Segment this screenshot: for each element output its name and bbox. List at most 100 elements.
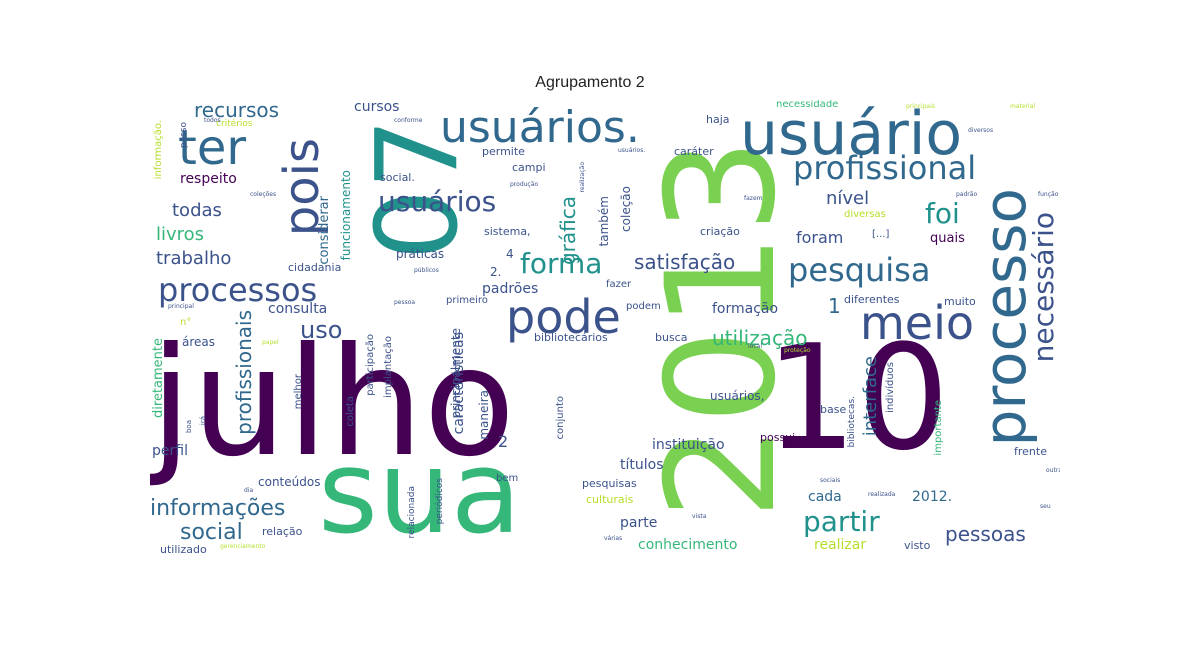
cloud-word: importante <box>933 400 944 456</box>
cloud-word: gerenciamento <box>220 543 266 550</box>
cloud-word: primeiro <box>446 295 488 306</box>
cloud-word: necessário <box>1027 212 1060 363</box>
cloud-word: informação. <box>153 120 164 180</box>
cloud-word: parte <box>620 515 658 531</box>
cloud-word: permite <box>482 145 525 158</box>
cloud-word: local <box>748 343 762 350</box>
cloud-word: considerar <box>317 196 332 265</box>
cloud-word: profissional <box>793 149 977 187</box>
cloud-word: uso <box>300 316 343 344</box>
cloud-word: cursos <box>354 100 400 115</box>
cloud-word: social. <box>380 171 415 184</box>
cloud-word: função <box>1038 191 1059 198</box>
cloud-word: sua <box>318 426 522 560</box>
cloud-word: cidadania <box>288 261 342 274</box>
cloud-word: realizar <box>814 537 867 553</box>
cloud-word: relação <box>262 525 303 538</box>
cloud-word: quais <box>930 231 965 246</box>
cloud-word: 2 <box>498 432 509 451</box>
cloud-word: participação <box>365 334 376 396</box>
cloud-word: critérios <box>216 119 253 129</box>
cloud-word: todos <box>204 117 221 124</box>
cloud-word: [...] <box>872 229 890 240</box>
cloud-word: sistema, <box>484 225 531 238</box>
cloud-word: periódicos <box>435 478 445 525</box>
cloud-word: conhecimento <box>638 537 738 553</box>
cloud-word: papel <box>262 339 279 346</box>
cloud-word: trabalho <box>156 248 232 269</box>
cloud-word: informações <box>150 496 286 521</box>
cloud-word: foi <box>925 197 960 230</box>
cloud-word: sociais <box>820 477 841 484</box>
cloud-word: n° <box>180 317 192 328</box>
cloud-word: livros <box>156 224 205 245</box>
cloud-word: muito <box>944 295 976 308</box>
cloud-word: campi <box>512 161 546 174</box>
cloud-word: coleta <box>345 396 356 427</box>
cloud-word: coleção <box>619 186 633 232</box>
cloud-word: diretamente <box>151 338 166 418</box>
cloud-word: pode <box>506 290 621 344</box>
cloud-word: fazer <box>606 279 632 290</box>
cloud-word: criação <box>700 225 740 238</box>
cloud-word: haja <box>706 113 730 126</box>
cloud-word: processo <box>971 188 1039 447</box>
cloud-word: diferentes <box>844 293 900 306</box>
cloud-word: gráfica <box>556 196 580 266</box>
cloud-word: nível <box>826 188 870 209</box>
cloud-word: satisfação <box>634 250 736 274</box>
cloud-word: forma <box>520 247 603 280</box>
cloud-word: perfil <box>152 443 188 459</box>
cloud-word: coleções <box>250 191 277 198</box>
cloud-word: cada <box>808 489 842 505</box>
cloud-word: realização <box>579 162 586 193</box>
cloud-word: bibliotecas. <box>847 396 857 448</box>
cloud-word: boa <box>185 420 193 434</box>
cloud-word: interface <box>860 356 881 437</box>
cloud-word: todas <box>172 200 222 221</box>
cloud-word: relacionada <box>407 486 417 539</box>
chart-title: Agrupamento 2 <box>535 74 645 91</box>
cloud-word: caráter <box>674 145 714 158</box>
cloud-word: recursos <box>194 100 280 122</box>
cloud-word: pesquisas <box>582 477 637 490</box>
cloud-word: conteúdos <box>258 475 321 489</box>
cloud-word: 1 <box>828 294 841 318</box>
cloud-word: diversos <box>968 127 994 134</box>
cloud-word: irá <box>199 416 207 426</box>
cloud-word: busca <box>655 331 688 344</box>
cloud-word: social <box>180 520 243 545</box>
cloud-word: podem <box>626 301 661 312</box>
cloud-word: realizada <box>868 491 896 498</box>
cloud-word: funcionamento <box>339 170 353 261</box>
cloud-word: usuário <box>740 100 963 169</box>
cloud-word: 2. <box>490 265 502 279</box>
cloud-word: utilizado <box>160 543 207 556</box>
cloud-word: públicos <box>414 267 439 274</box>
cloud-word: base <box>820 403 847 416</box>
cloud-word: passo <box>179 122 189 149</box>
cloud-word: visto <box>904 539 931 552</box>
cloud-word: usuários. <box>440 102 640 153</box>
cloud-word: 4 <box>506 247 514 261</box>
cloud-word: necessidade <box>776 100 839 110</box>
cloud-word: ter <box>178 120 247 176</box>
cloud-word: indivíduos <box>885 362 896 413</box>
cloud-word: frente <box>1014 445 1047 458</box>
cloud-word: usuários <box>378 185 497 218</box>
cloud-word: títulos <box>620 457 664 473</box>
cloud-word: proteção <box>784 347 811 354</box>
cloud-word: implantação <box>383 336 394 398</box>
cloud-word: bem <box>496 473 519 484</box>
cloud-word: dia <box>244 487 254 494</box>
cloud-word: produção <box>510 181 539 188</box>
cloud-word: 10 <box>765 314 950 483</box>
cloud-word: respeito <box>180 171 237 187</box>
cloud-word: conforme <box>394 117 423 124</box>
cloud-word: áreas <box>182 335 216 349</box>
cloud-word: culturais <box>586 493 634 506</box>
cloud-word: principal <box>168 303 194 310</box>
cloud-word: material <box>1010 103 1036 110</box>
cloud-word: foram <box>796 228 844 247</box>
cloud-word: maneira <box>477 390 491 440</box>
